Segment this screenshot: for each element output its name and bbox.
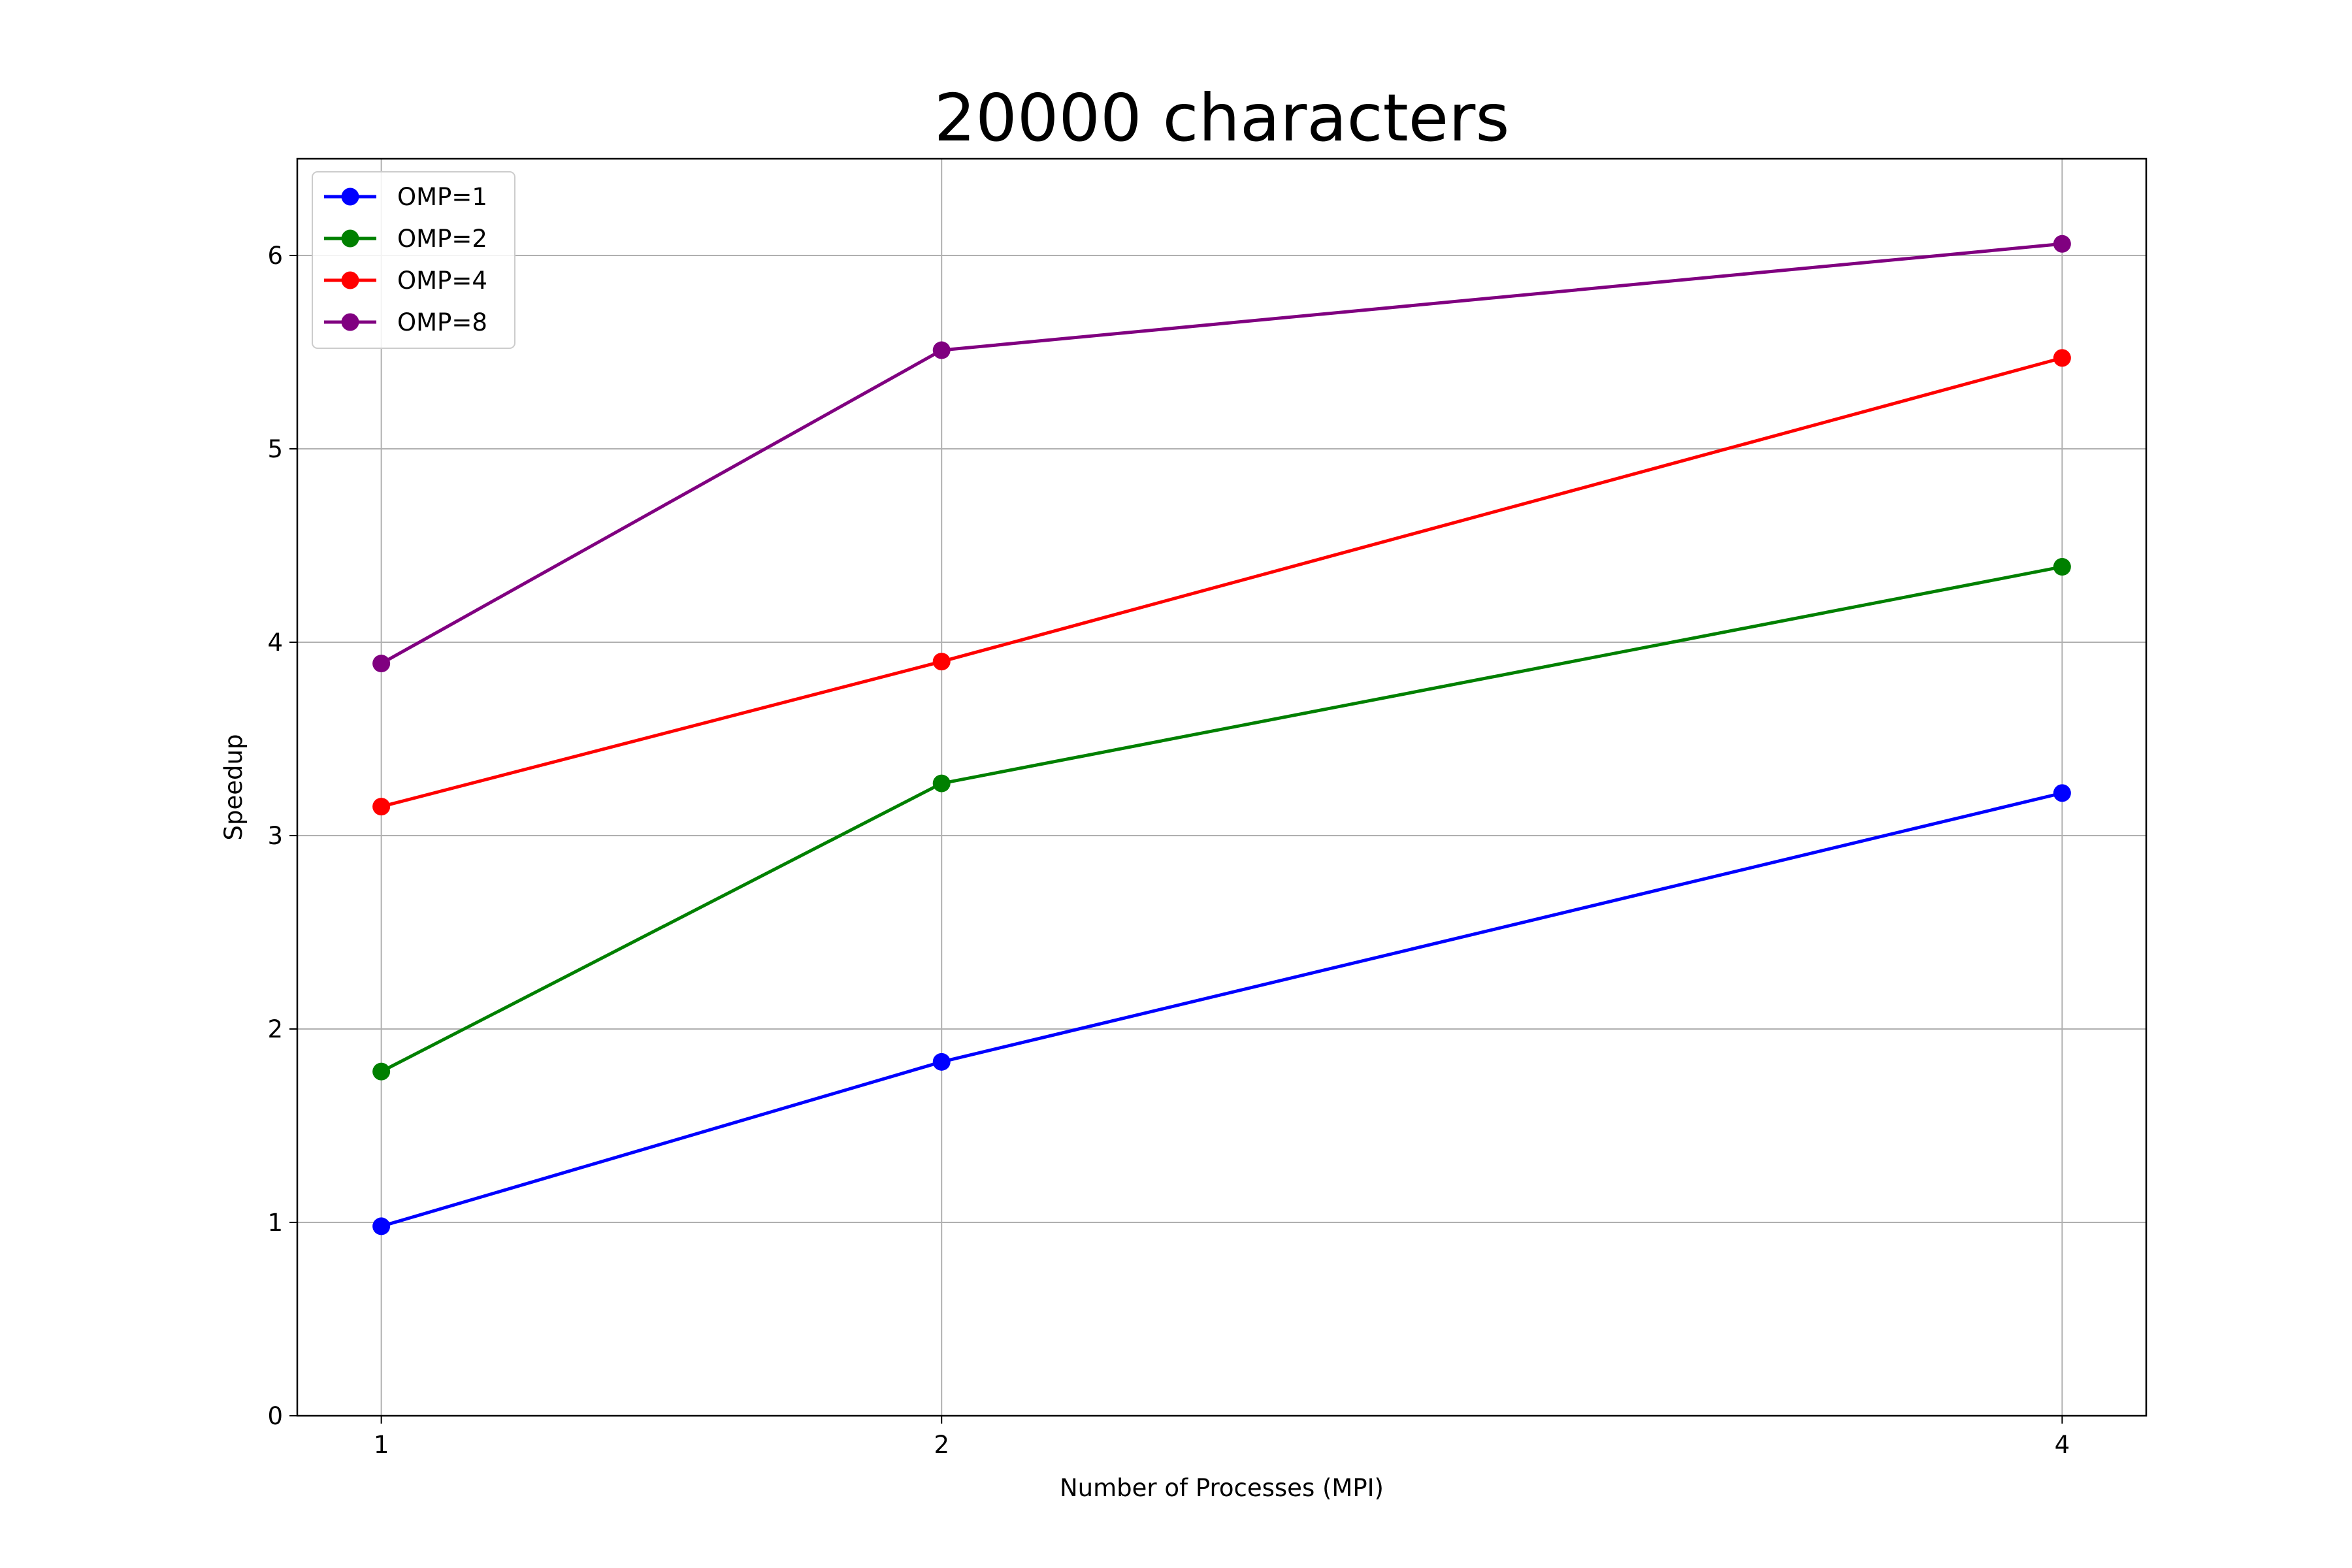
data-point [932,653,951,671]
data-point [372,655,391,673]
axes: 0 1 2 3 4 5 6 1 2 4 [267,242,2070,1459]
data-point [932,774,951,792]
y-tick-label: 1 [267,1209,283,1237]
y-tick-label: 3 [267,822,283,850]
data-point [372,1062,391,1081]
legend-label: OMP=8 [397,308,487,336]
legend-marker [341,229,359,248]
data-point [372,1217,391,1235]
legend-label: OMP=4 [397,267,487,295]
legend-marker [341,188,359,206]
y-tick-label: 2 [267,1015,283,1043]
data-point [2053,558,2071,576]
x-axis-title: Number of Processes (MPI) [1060,1474,1384,1502]
data-point [2053,349,2071,367]
data-point [2053,235,2071,253]
x-tick-label: 1 [374,1431,389,1459]
legend-box [312,171,515,349]
data-point [932,1053,951,1071]
plot-frame [296,157,2148,1417]
y-tick-label: 5 [267,435,283,463]
legend-label: OMP=1 [397,183,487,211]
data-point [2053,784,2071,802]
x-tick-label: 4 [2055,1431,2070,1459]
legend-marker [341,313,359,331]
legend-label: OMP=2 [397,225,487,253]
chart-title: 20000 characters [934,80,1510,156]
y-tick-label: 4 [267,629,283,657]
y-axis-title: Speedup [220,734,248,841]
y-tick-label: 6 [267,242,283,270]
y-tick-label: 0 [267,1402,283,1430]
data-point [932,341,951,359]
data-point [372,798,391,816]
legend-marker [341,271,359,289]
legend: OMP=1 OMP=2 OMP=4 OMP=8 [312,171,515,349]
x-tick-label: 2 [934,1431,949,1459]
series-lines [372,235,2071,1235]
